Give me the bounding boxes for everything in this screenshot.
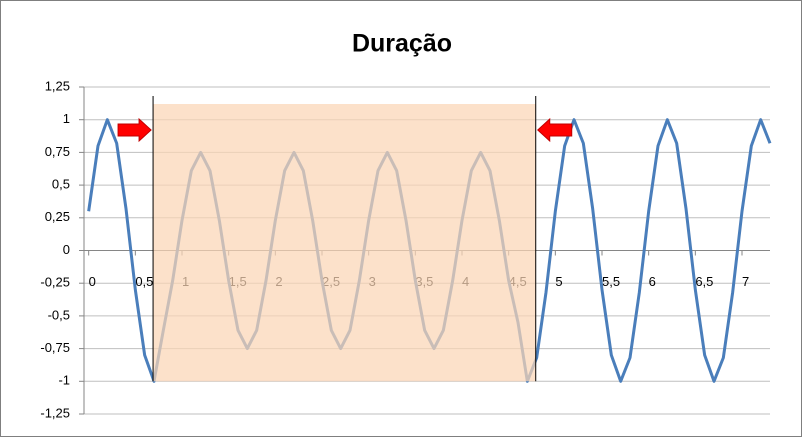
x-tick-label: 6,5 bbox=[695, 274, 713, 289]
y-tick-label: 0,75 bbox=[45, 144, 70, 159]
x-tick-label: 7 bbox=[742, 274, 749, 289]
y-tick-label: 0,25 bbox=[45, 209, 70, 224]
y-tick-label: -0,75 bbox=[40, 340, 70, 355]
highlight-band bbox=[153, 104, 536, 382]
x-tick-label: 0,5 bbox=[135, 274, 153, 289]
y-tick-label: -1,25 bbox=[40, 405, 70, 420]
arrow bbox=[536, 117, 573, 143]
chart-title: Duração bbox=[352, 30, 452, 58]
x-tick-label: 6 bbox=[649, 274, 656, 289]
y-tick-label: 0,5 bbox=[52, 177, 70, 192]
arrow bbox=[117, 117, 152, 143]
x-tick-label: 5 bbox=[555, 274, 562, 289]
y-tick-label: -1 bbox=[58, 373, 70, 388]
y-tick-label: 0 bbox=[63, 242, 70, 257]
y-tick-label: 1,25 bbox=[45, 78, 70, 93]
y-tick-label: 1 bbox=[63, 111, 70, 126]
x-tick-label: 0 bbox=[89, 274, 96, 289]
x-tick-label: 5,5 bbox=[602, 274, 620, 289]
y-tick-label: -0,5 bbox=[48, 307, 70, 322]
y-tick-label: -0,25 bbox=[40, 275, 70, 290]
